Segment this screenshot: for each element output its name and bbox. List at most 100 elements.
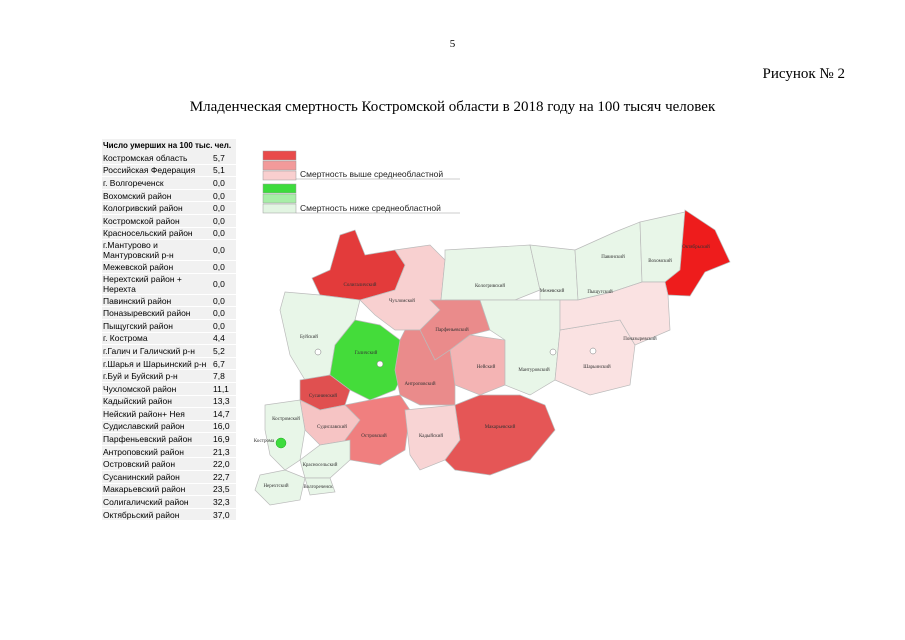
table-row: Антроповский район 21,3 bbox=[102, 445, 236, 459]
table-row: Вохомский район 0,0 bbox=[102, 189, 236, 203]
region-label: Кологривский bbox=[475, 284, 505, 289]
table-row: Судиславский район 16,0 bbox=[102, 420, 236, 434]
cell-value: 4,4 bbox=[212, 332, 236, 346]
cell-name: г. Кострома bbox=[102, 332, 212, 346]
cell-value: 5,1 bbox=[212, 164, 236, 178]
legend: Смертность выше среднеобластной Смертнос… bbox=[262, 150, 460, 214]
cell-name: Пыщугский район bbox=[102, 319, 212, 333]
table-row: Костромской район 0,0 bbox=[102, 214, 236, 228]
region-label: Красносельский bbox=[303, 463, 338, 468]
regions bbox=[254, 209, 731, 506]
cell-name: г.Мантурово и Мантуровский р-н bbox=[102, 239, 212, 262]
cell-name: Российская Федерация bbox=[102, 164, 212, 178]
data-table: Число умерших на 100 тыс. чел. Костромск… bbox=[102, 139, 236, 522]
cell-value: 0,0 bbox=[212, 294, 236, 308]
region-label: Антроповский bbox=[404, 382, 435, 387]
cell-name: г.Буй и Буйский р-н bbox=[102, 369, 212, 383]
region-label: Судиславский bbox=[317, 425, 347, 430]
cell-value: 22,0 bbox=[212, 457, 236, 472]
table-row: г. Кострома 4,4 bbox=[102, 332, 236, 346]
cell-name: Кологривский район bbox=[102, 201, 212, 215]
cell-value: 0,0 bbox=[212, 306, 236, 320]
region-label: Нейский bbox=[477, 365, 496, 370]
cell-value: 16,0 bbox=[212, 420, 236, 434]
table-row: Кологривский район 0,0 bbox=[102, 201, 236, 215]
region-label: Буйский bbox=[300, 335, 318, 340]
cell-name: г. Волгореченск bbox=[102, 176, 212, 190]
table-row: г.Шарья и Шарьинский р-н 6,7 bbox=[102, 357, 236, 371]
legend-above: Смертность выше среднеобластной bbox=[300, 169, 443, 179]
region-label: Островский bbox=[361, 434, 387, 439]
cell-value: 0,0 bbox=[212, 260, 236, 274]
table-row: Сусанинский район 22,7 bbox=[102, 470, 236, 484]
cell-name: Октябрьский район bbox=[102, 508, 212, 522]
cell-name: Кадыйский район bbox=[102, 395, 212, 409]
cell-name: Павинский район bbox=[102, 294, 212, 308]
cell-value: 0,0 bbox=[212, 227, 236, 241]
cell-name: Костромская область bbox=[102, 152, 212, 165]
table-row: г. Волгореченск 0,0 bbox=[102, 176, 236, 190]
cell-name: Парфеньевский район bbox=[102, 432, 212, 446]
cell-name: Солигаличский район bbox=[102, 495, 212, 509]
cell-value: 0,0 bbox=[212, 273, 236, 295]
cell-value: 0,0 bbox=[212, 319, 236, 333]
cell-name: Антроповский район bbox=[102, 445, 212, 459]
region-label: Октябрьский bbox=[682, 245, 710, 250]
cell-value: 16,9 bbox=[212, 432, 236, 446]
region-label: Макарьевский bbox=[485, 425, 516, 430]
table-row: Нерехтский район + Нерехта 0,0 bbox=[102, 273, 236, 295]
cell-value: 21,3 bbox=[212, 445, 236, 459]
cell-value: 37,0 bbox=[212, 508, 236, 522]
cell-name: Островский район bbox=[102, 457, 212, 472]
cell-value: 11,1 bbox=[212, 382, 236, 396]
cell-name: Сусанинский район bbox=[102, 470, 212, 484]
region-label: Костромской bbox=[272, 417, 300, 422]
cell-value: 22,7 bbox=[212, 470, 236, 484]
region-label: Сусанинский bbox=[309, 394, 338, 399]
cell-name: Макарьевский район bbox=[102, 483, 212, 497]
region-label: Поназыревский bbox=[623, 337, 657, 342]
cell-value: 23,5 bbox=[212, 483, 236, 497]
table-row: Октябрьский район 37,0 bbox=[102, 508, 236, 522]
region-label: Волгореченск bbox=[303, 485, 333, 490]
region-label: Шарьинский bbox=[583, 365, 611, 370]
table-row: Поназыревский район 0,0 bbox=[102, 306, 236, 320]
figure-label: Рисунок № 2 bbox=[762, 66, 845, 82]
region-label: Нерехтский bbox=[263, 484, 288, 489]
cell-name: Костромской район bbox=[102, 214, 212, 228]
cell-value: 5,2 bbox=[212, 344, 236, 358]
cell-value: 0,0 bbox=[212, 176, 236, 190]
region-label: Солигаличский bbox=[344, 283, 377, 288]
region-label: Пыщугский bbox=[587, 290, 613, 295]
cell-value: 0,0 bbox=[212, 201, 236, 215]
cell-value: 32,3 bbox=[212, 495, 236, 509]
table-row: Островский район 22,0 bbox=[102, 457, 236, 472]
table-header: Число умерших на 100 тыс. чел. bbox=[102, 139, 236, 152]
cell-name: г.Галич и Галичский р-н bbox=[102, 344, 212, 358]
table-row: Чухломской район 11,1 bbox=[102, 382, 236, 396]
table-row: Павинский район 0,0 bbox=[102, 294, 236, 308]
table-row: Межевской район 0,0 bbox=[102, 260, 236, 274]
cell-value: 14,7 bbox=[212, 407, 236, 421]
region-label: Чухломской bbox=[389, 299, 415, 304]
cell-name: Поназыревский район bbox=[102, 306, 212, 320]
cell-name: Судиславский район bbox=[102, 420, 212, 434]
table-row: Солигаличский район 32,3 bbox=[102, 495, 236, 509]
cell-name: Чухломской район bbox=[102, 382, 212, 396]
region-label: Галичский bbox=[355, 351, 378, 356]
cell-value: 7,8 bbox=[212, 369, 236, 383]
table-row: Кадыйский район 13,3 bbox=[102, 395, 236, 409]
table-row: г.Буй и Буйский р-н 7,8 bbox=[102, 369, 236, 383]
table-row: г.Галич и Галичский р-н 5,2 bbox=[102, 344, 236, 358]
cell-value: 13,3 bbox=[212, 395, 236, 409]
region-label: Вохомский bbox=[648, 259, 672, 264]
legend-below: Смертность ниже среднеобластной bbox=[300, 203, 441, 213]
table-row: Костромская область 5,7 bbox=[102, 152, 236, 165]
page-number: 5 bbox=[449, 38, 456, 50]
region-label: Межевский bbox=[540, 289, 565, 294]
title: Младенческая смертность Костромской обла… bbox=[189, 99, 716, 115]
cell-name: Вохомский район bbox=[102, 189, 212, 203]
cell-value: 6,7 bbox=[212, 357, 236, 371]
